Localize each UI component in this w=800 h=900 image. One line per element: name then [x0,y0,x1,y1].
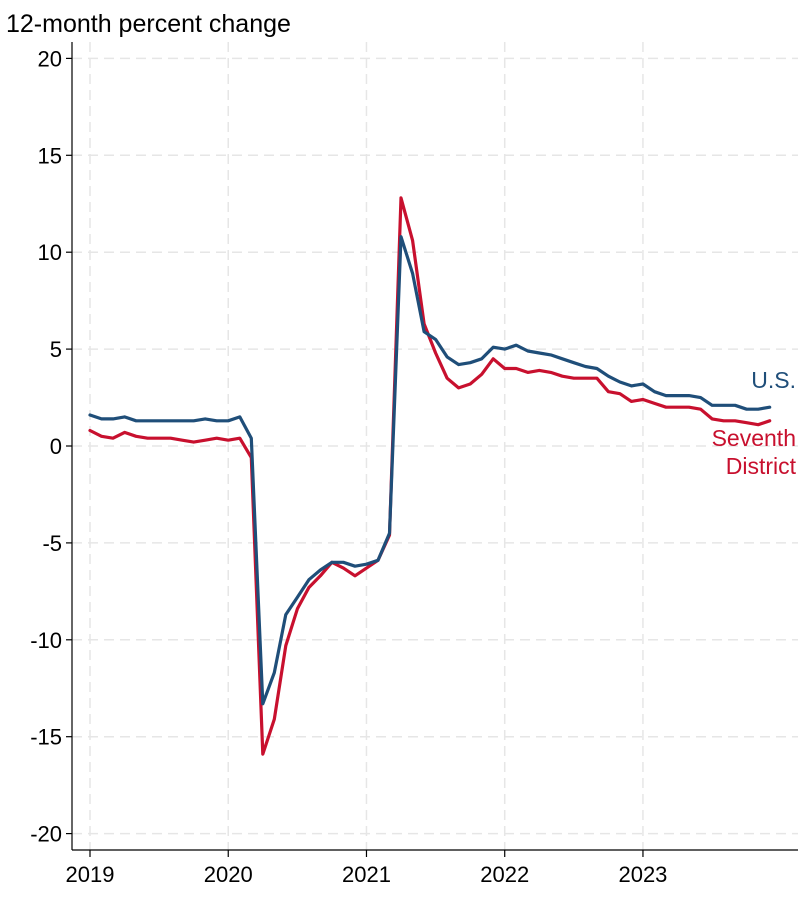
y-tick-label: 10 [38,240,62,265]
x-tick-label: 2021 [342,862,391,887]
x-tick-label: 2020 [204,862,253,887]
series-label-seventh-district: Seventh District [712,425,797,479]
y-tick-label: 15 [38,143,62,168]
series-label-line: District [726,453,797,479]
series-label-us: U.S. [751,367,796,393]
series-label-line: Seventh [712,425,796,451]
y-axis-title: 12-month percent change [6,10,291,38]
y-tick-label: 20 [38,46,62,71]
x-tick-label: 2023 [618,862,667,887]
series-labels: U.S. Seventh District [712,367,797,479]
y-tick-label: -10 [30,628,62,653]
y-tick-label: -15 [30,725,62,750]
gridlines [72,42,798,850]
y-tick-label: -5 [42,531,62,556]
y-tick-label: 5 [50,337,62,362]
x-tick-label: 2019 [66,862,115,887]
y-tick-label: 0 [50,434,62,459]
series-line-u-s [88,235,772,706]
x-tick-label: 2022 [480,862,529,887]
y-tick-label: -20 [30,822,62,847]
series-line-seventh-district [88,196,772,756]
series-lines [88,196,772,756]
